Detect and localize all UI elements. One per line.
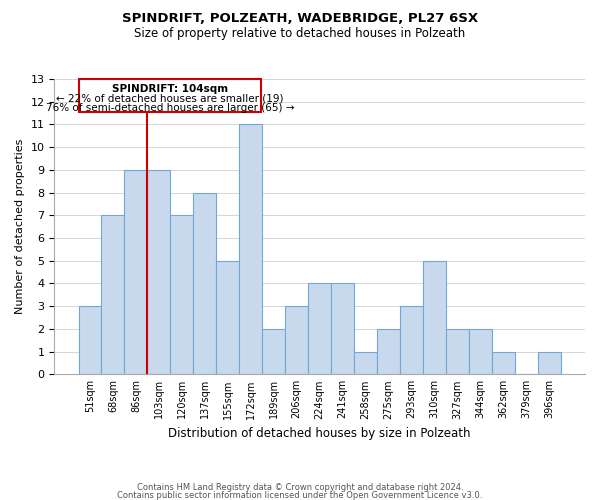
Bar bbox=[217, 260, 239, 374]
Bar bbox=[101, 216, 124, 374]
Text: SPINDRIFT: 104sqm: SPINDRIFT: 104sqm bbox=[112, 84, 228, 94]
Bar bbox=[285, 306, 308, 374]
Bar bbox=[170, 216, 193, 374]
Bar bbox=[239, 124, 262, 374]
Text: Contains HM Land Registry data © Crown copyright and database right 2024.: Contains HM Land Registry data © Crown c… bbox=[137, 482, 463, 492]
Bar bbox=[377, 329, 400, 374]
Bar bbox=[308, 284, 331, 374]
Text: ← 22% of detached houses are smaller (19): ← 22% of detached houses are smaller (19… bbox=[56, 94, 284, 104]
Bar bbox=[262, 329, 285, 374]
Bar bbox=[354, 352, 377, 374]
Text: Contains public sector information licensed under the Open Government Licence v3: Contains public sector information licen… bbox=[118, 491, 482, 500]
Text: Size of property relative to detached houses in Polzeath: Size of property relative to detached ho… bbox=[134, 28, 466, 40]
FancyBboxPatch shape bbox=[79, 79, 261, 112]
Text: 76% of semi-detached houses are larger (65) →: 76% of semi-detached houses are larger (… bbox=[46, 103, 294, 113]
Y-axis label: Number of detached properties: Number of detached properties bbox=[15, 139, 25, 314]
Bar bbox=[193, 192, 217, 374]
Bar bbox=[148, 170, 170, 374]
Bar bbox=[538, 352, 561, 374]
X-axis label: Distribution of detached houses by size in Polzeath: Distribution of detached houses by size … bbox=[169, 427, 471, 440]
Bar bbox=[400, 306, 423, 374]
Bar bbox=[469, 329, 492, 374]
Text: SPINDRIFT, POLZEATH, WADEBRIDGE, PL27 6SX: SPINDRIFT, POLZEATH, WADEBRIDGE, PL27 6S… bbox=[122, 12, 478, 26]
Bar bbox=[331, 284, 354, 374]
Bar bbox=[124, 170, 148, 374]
Bar bbox=[79, 306, 101, 374]
Bar bbox=[492, 352, 515, 374]
Bar bbox=[423, 260, 446, 374]
Bar bbox=[446, 329, 469, 374]
